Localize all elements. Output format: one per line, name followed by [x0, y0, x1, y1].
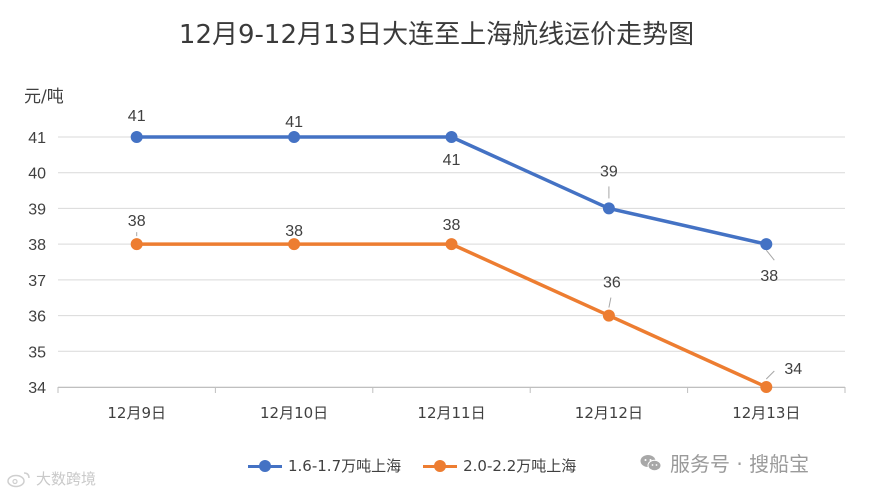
data-point-series-1 [130, 131, 143, 143]
data-point-series-2 [130, 238, 143, 251]
x-tick-label: 12月9日 [107, 404, 166, 422]
weibo-icon [7, 471, 30, 487]
data-label-series-2: 34 [784, 361, 802, 378]
watermark-left: 大数跨境 [6, 468, 96, 489]
leader-line [765, 249, 775, 261]
y-tick-label: 34 [28, 380, 46, 397]
x-tick-label: 12月13日 [732, 404, 800, 422]
x-tick-label: 12月11日 [417, 404, 485, 422]
y-tick-label: 39 [28, 201, 46, 218]
data-label-series-1: 38 [760, 268, 778, 285]
data-label-series-1: 39 [600, 163, 618, 180]
data-label-series-2: 36 [603, 275, 621, 292]
data-label-series-2: 38 [128, 213, 146, 230]
data-point-series-1 [760, 238, 773, 251]
y-tick-label: 37 [28, 273, 46, 290]
y-tick-label: 35 [28, 344, 46, 361]
data-point-series-1 [445, 131, 458, 143]
x-tick-label: 12月10日 [260, 404, 328, 422]
legend-label-series-1: 1.6-1.7万吨上海 [288, 457, 402, 475]
legend-swatch-series-2 [423, 459, 458, 473]
data-point-series-1 [288, 131, 301, 143]
legend-swatch-series-1 [248, 459, 282, 473]
leader-line [765, 370, 775, 380]
data-point-series-2 [288, 238, 301, 251]
legend-item-series-1: 1.6-1.7万吨上海 [248, 455, 401, 476]
watermark-right-text: 服务号 · 搜船宝 [670, 452, 810, 476]
data-label-series-1: 41 [128, 108, 146, 125]
leader-line [608, 297, 612, 308]
watermark-right: 服务号 · 搜船宝 [640, 448, 809, 477]
wechat-icon [640, 454, 662, 471]
x-tick-label: 12月12日 [575, 404, 643, 422]
data-point-series-2 [445, 238, 458, 251]
data-label-series-1: 41 [285, 114, 303, 131]
legend: 1.6-1.7万吨上海 2.0-2.2万吨上海 [248, 455, 598, 476]
chart-title: 12月9-12月13日大连至上海航线运价走势图 [178, 20, 695, 50]
data-label-series-2: 38 [285, 223, 303, 240]
y-tick-label: 36 [28, 309, 46, 326]
legend-item-series-2: 2.0-2.2万吨上海 [423, 455, 576, 476]
data-label-series-1: 41 [443, 152, 461, 169]
y-tick-label: 40 [28, 166, 46, 183]
y-tick-label: 41 [28, 130, 46, 147]
data-point-series-2 [602, 309, 615, 322]
data-point-series-2 [760, 381, 773, 393]
data-label-series-2: 38 [443, 217, 461, 234]
legend-label-series-2: 2.0-2.2万吨上海 [463, 457, 577, 475]
data-point-series-1 [602, 202, 615, 215]
watermark-left-text: 大数跨境 [36, 470, 97, 488]
y-axis-label: 元/吨 [24, 87, 64, 107]
y-tick-label: 38 [28, 237, 46, 254]
